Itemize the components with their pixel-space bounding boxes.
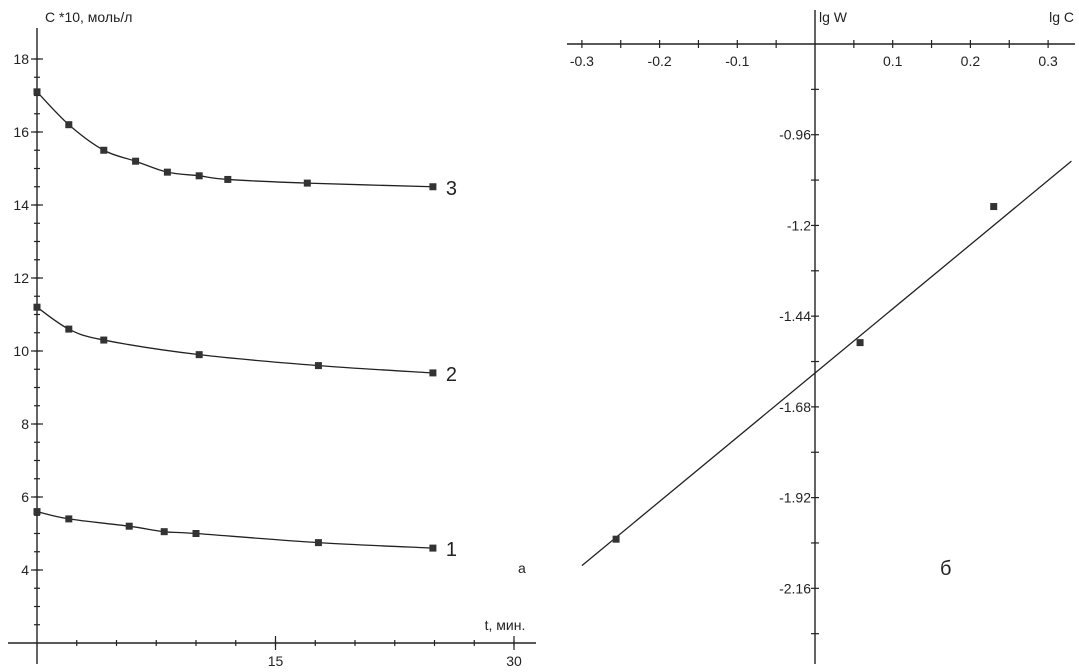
panel-label-b: б <box>940 558 951 580</box>
y-axis-label-a: C *10, моль/л <box>45 9 132 25</box>
x-tick-label-b: -0.1 <box>725 53 749 69</box>
x-tick-label-b: -0.2 <box>648 53 672 69</box>
series-3-line <box>37 92 433 187</box>
y-tick-label-a: 10 <box>13 343 29 359</box>
series-1-point <box>126 523 133 530</box>
series-3-point <box>34 88 41 95</box>
y-tick-label-a: 18 <box>13 51 29 67</box>
y-tick-label-a: 6 <box>21 489 29 505</box>
series-2-line <box>37 307 433 373</box>
series-2-point <box>196 351 203 358</box>
series-2-point <box>429 369 436 376</box>
y-tick-label-b: -2.16 <box>779 580 811 596</box>
x-tick-label-a: 30 <box>506 653 522 669</box>
series-1-line <box>37 512 433 548</box>
series-label-2: 2 <box>446 364 457 386</box>
panel-label-a: а <box>518 560 526 576</box>
series-1-point <box>34 508 41 515</box>
series-1-point <box>429 545 436 552</box>
y-tick-label-a: 12 <box>13 270 29 286</box>
series-3-point <box>196 172 203 179</box>
x-tick-label-b: 0.1 <box>883 53 903 69</box>
series-3-point <box>304 180 311 187</box>
series-2-point <box>315 362 322 369</box>
x-tick-label-a: 15 <box>268 653 284 669</box>
x-tick-label-b: -0.3 <box>570 53 594 69</box>
series-label-3: 3 <box>446 178 457 200</box>
x-tick-label-b: 0.2 <box>961 53 981 69</box>
series-1-point <box>65 515 72 522</box>
series-3-point <box>429 183 436 190</box>
y-axis-label-b: lg W <box>819 9 848 25</box>
x-axis-label-b: lg C <box>1049 9 1074 25</box>
series-1-point <box>193 530 200 537</box>
y-tick-label-b: -1.44 <box>779 308 811 324</box>
series-3-point <box>65 121 72 128</box>
data-point-b <box>857 339 864 346</box>
x-axis-label-a: t, мин. <box>485 617 526 633</box>
series-3-point <box>164 169 171 176</box>
y-tick-label-a: 4 <box>21 562 29 578</box>
data-point-b <box>990 203 997 210</box>
series-3-point <box>100 147 107 154</box>
x-tick-label-b: 0.3 <box>1038 53 1058 69</box>
y-tick-label-b: -1.2 <box>787 217 811 233</box>
y-tick-label-a: 16 <box>13 124 29 140</box>
fit-line <box>582 161 1072 565</box>
series-3-point <box>224 176 231 183</box>
data-point-b <box>613 536 620 543</box>
y-tick-label-b: -1.92 <box>779 490 811 506</box>
series-2-point <box>100 337 107 344</box>
y-tick-label-b: -1.68 <box>779 399 811 415</box>
series-label-1: 1 <box>446 539 457 561</box>
series-2-point <box>34 304 41 311</box>
y-tick-label-b: -0.96 <box>779 127 811 143</box>
y-tick-label-a: 14 <box>13 197 29 213</box>
y-tick-label-a: 8 <box>21 416 29 432</box>
series-1-point <box>161 528 168 535</box>
series-1-point <box>315 539 322 546</box>
series-3-point <box>132 158 139 165</box>
series-2-point <box>65 326 72 333</box>
